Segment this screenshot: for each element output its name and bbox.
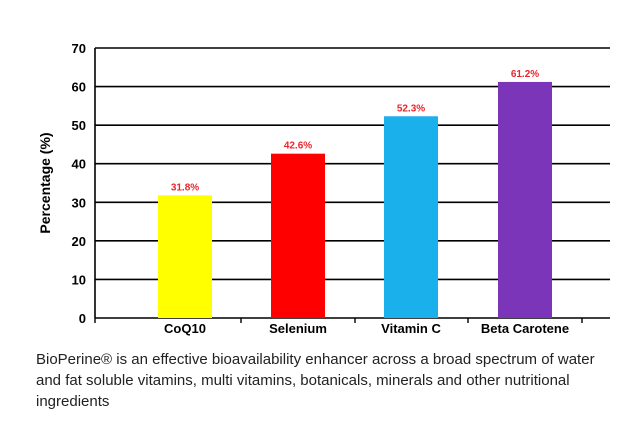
bar-vitamin-c — [384, 116, 438, 319]
chart-area: 0 10 20 30 40 50 60 70 31.8% CoQ10 42.6% Selenium 52… — [37, 41, 610, 336]
y-tick-label: 30 — [72, 195, 86, 210]
x-category-label: Selenium — [269, 321, 327, 336]
y-tick-label: 10 — [72, 272, 86, 287]
x-category-label: Vitamin C — [381, 321, 441, 336]
x-category-label: Beta Carotene — [481, 321, 569, 336]
data-label: 52.3% — [397, 103, 425, 114]
data-label: 61.2% — [511, 69, 539, 80]
caption-text: BioPerine® is an effective bioavailabili… — [36, 351, 595, 410]
bar-selenium — [271, 153, 325, 318]
data-label: 31.8% — [171, 182, 199, 193]
x-category-label: CoQ10 — [164, 321, 206, 336]
y-tick-label: 60 — [72, 80, 86, 95]
bar-coq10 — [158, 195, 212, 318]
y-tick-label: 40 — [72, 157, 86, 172]
data-label: 42.6% — [284, 141, 312, 152]
bar-chart: 0 10 20 30 40 50 60 70 31.8% CoQ10 42.6% Selenium 52… — [37, 41, 610, 336]
bar-beta-carotene — [498, 81, 552, 318]
y-tick-label: 0 — [79, 311, 86, 326]
y-tick-label: 70 — [72, 41, 86, 56]
y-tick-label: 20 — [72, 234, 86, 249]
y-axis-title: Percentage (%) — [37, 132, 53, 233]
y-tick-label: 50 — [72, 118, 86, 133]
